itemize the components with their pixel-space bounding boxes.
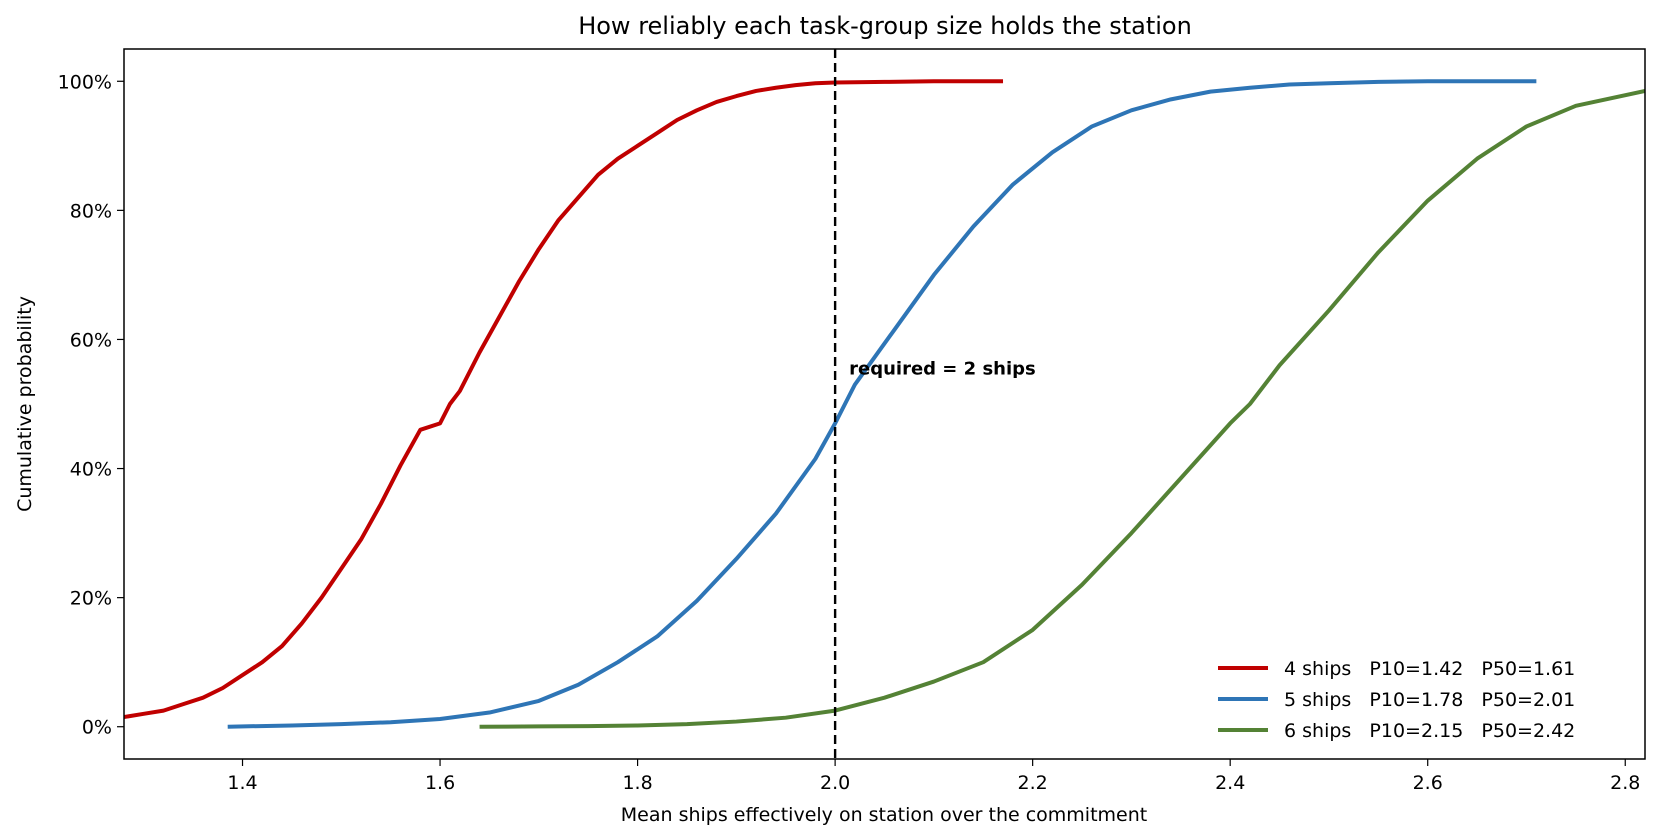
legend-entry: 6 ships P10=2.15 P50=2.42	[1284, 720, 1575, 742]
plot-area: required = 2 ships	[123, 48, 1646, 760]
x-tick-label: 1.6	[425, 772, 455, 794]
y-tick-label: 40%	[70, 459, 112, 481]
x-tick-label: 2.0	[820, 772, 850, 794]
x-tick-label: 1.8	[622, 772, 652, 794]
required-annotation: required = 2 ships	[849, 359, 1036, 380]
x-tick-label: 2.6	[1413, 772, 1443, 794]
x-tick-label: 2.2	[1018, 772, 1048, 794]
legend-entry: 5 ships P10=1.78 P50=2.01	[1284, 689, 1575, 711]
series-line-5-ships	[227, 79, 1537, 729]
y-tick-label: 80%	[70, 200, 112, 222]
y-tick-label: 100%	[58, 71, 112, 93]
y-tick-label: 20%	[70, 588, 112, 610]
series-group	[124, 79, 1645, 729]
y-tick-label: 60%	[70, 329, 112, 351]
plot-frame	[123, 48, 1646, 760]
y-axis: 0% 20% 40% 60% 80% 100%	[58, 71, 124, 739]
chart-title: How reliably each task-group size holds …	[578, 12, 1192, 40]
x-tick-label: 2.8	[1610, 772, 1640, 794]
series-line-4-ships	[124, 79, 1004, 720]
series-line-6-ships	[479, 88, 1645, 729]
reference-group: required = 2 ships	[833, 49, 1036, 759]
y-axis-label: Cumulative probability	[14, 296, 36, 512]
y-tick-label: 0%	[82, 717, 112, 739]
x-tick-label: 1.4	[227, 772, 257, 794]
legend: 4 ships P10=1.42 P50=1.61 5 ships P10=1.7…	[1218, 658, 1575, 742]
x-axis: 1.4 1.6 1.8 2.0 2.2 2.4 2.6 2.8	[227, 759, 1640, 794]
x-axis-label: Mean ships effectively on station over t…	[621, 804, 1147, 826]
x-tick-label: 2.4	[1215, 772, 1245, 794]
legend-entry: 4 ships P10=1.42 P50=1.61	[1284, 658, 1575, 680]
